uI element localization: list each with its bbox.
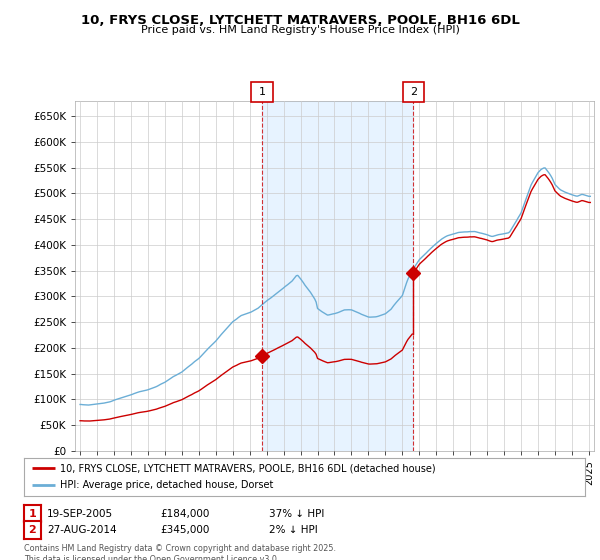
Text: 19-SEP-2005: 19-SEP-2005 (47, 508, 113, 519)
Text: 10, FRYS CLOSE, LYTCHETT MATRAVERS, POOLE, BH16 6DL: 10, FRYS CLOSE, LYTCHETT MATRAVERS, POOL… (80, 14, 520, 27)
Text: 1: 1 (29, 508, 36, 519)
Bar (262, 101, 413, 451)
Text: 2% ↓ HPI: 2% ↓ HPI (269, 525, 317, 535)
Text: 2: 2 (29, 525, 36, 535)
Text: 27-AUG-2014: 27-AUG-2014 (47, 525, 116, 535)
Text: £345,000: £345,000 (161, 525, 210, 535)
Text: Price paid vs. HM Land Registry's House Price Index (HPI): Price paid vs. HM Land Registry's House … (140, 25, 460, 35)
Text: 2: 2 (410, 87, 417, 97)
Text: 10, FRYS CLOSE, LYTCHETT MATRAVERS, POOLE, BH16 6DL (detached house): 10, FRYS CLOSE, LYTCHETT MATRAVERS, POOL… (61, 463, 436, 473)
Text: 37% ↓ HPI: 37% ↓ HPI (269, 508, 324, 519)
Text: HPI: Average price, detached house, Dorset: HPI: Average price, detached house, Dors… (61, 480, 274, 490)
Text: Contains HM Land Registry data © Crown copyright and database right 2025.
This d: Contains HM Land Registry data © Crown c… (24, 544, 336, 560)
Text: £184,000: £184,000 (161, 508, 210, 519)
Text: 1: 1 (259, 87, 265, 97)
